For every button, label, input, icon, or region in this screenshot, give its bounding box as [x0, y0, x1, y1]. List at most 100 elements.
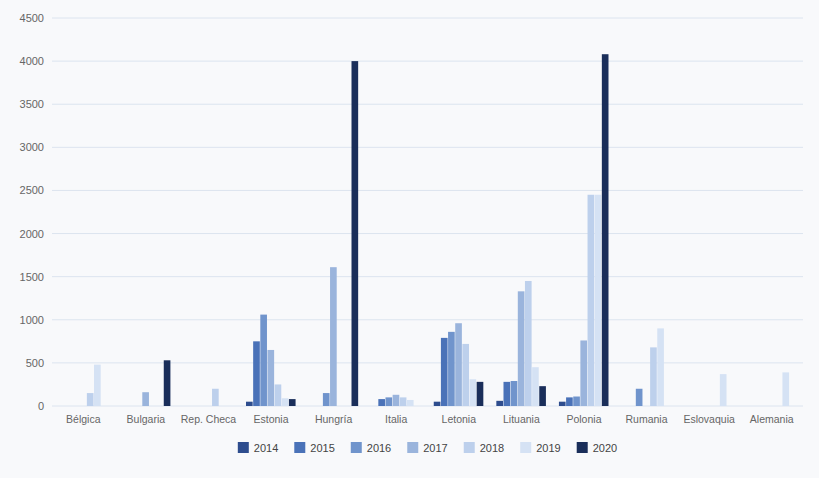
bar [775, 406, 782, 407]
bar [183, 406, 190, 407]
bar [747, 406, 754, 407]
legend-swatch [238, 442, 249, 453]
bar [720, 374, 727, 406]
grid-line [52, 190, 803, 191]
bar [602, 54, 609, 406]
bar [496, 401, 503, 406]
bar [101, 406, 108, 407]
bar [664, 406, 671, 407]
grid-line [52, 61, 803, 62]
bar [790, 406, 797, 407]
bar [157, 406, 164, 407]
bar [407, 400, 414, 406]
bar [73, 406, 80, 407]
bar [205, 406, 212, 407]
bar [142, 392, 149, 406]
bar [727, 406, 734, 407]
x-tick-label: Polonia [566, 413, 601, 425]
bar [253, 341, 260, 406]
grid-line [52, 319, 803, 320]
bar [393, 395, 400, 406]
bar [371, 406, 378, 407]
bar [691, 406, 698, 407]
x-tick-label: Bulgaria [127, 413, 166, 425]
x-tick-label: Eslovaquia [683, 413, 735, 425]
bar [518, 291, 525, 406]
bar [455, 323, 462, 406]
bar [87, 393, 94, 406]
bar [477, 382, 484, 406]
grid-line [52, 233, 803, 234]
bar [267, 350, 274, 406]
legend-swatch [520, 442, 531, 453]
bar [768, 406, 775, 407]
bar [337, 406, 344, 407]
bar [573, 397, 580, 406]
bar [135, 406, 142, 407]
bar [128, 406, 135, 407]
bar [275, 384, 282, 406]
y-tick-label: 4500 [20, 12, 44, 24]
bar [448, 332, 455, 406]
legend-swatch [294, 442, 305, 453]
bar [629, 406, 636, 407]
bar [532, 367, 539, 406]
bar [344, 406, 351, 407]
bar [580, 340, 587, 406]
bar [761, 406, 768, 407]
legend-label: 2015 [310, 442, 334, 454]
y-tick-label: 500 [26, 357, 44, 369]
legend-swatch [407, 442, 418, 453]
bar [525, 281, 532, 406]
x-tick-label: Hungría [315, 413, 353, 425]
legend-swatch [351, 442, 362, 453]
bar [164, 360, 171, 406]
legend-label: 2014 [254, 442, 278, 454]
y-tick-label: 2000 [20, 228, 44, 240]
bar [385, 397, 392, 406]
bar [80, 406, 87, 407]
bar [330, 267, 337, 406]
y-tick-label: 3000 [20, 141, 44, 153]
bar [414, 406, 421, 407]
grid-line [52, 104, 803, 105]
bar [470, 379, 477, 406]
bar [198, 406, 205, 407]
bar [559, 402, 566, 406]
chart-svg: 050010001500200025003000350040004500Bélg… [0, 0, 819, 478]
bar [316, 406, 323, 407]
bar [94, 365, 101, 406]
x-tick-label: Rep. Checa [181, 413, 237, 425]
bar [191, 406, 198, 407]
y-tick-label: 3500 [20, 98, 44, 110]
bar [684, 406, 691, 407]
y-tick-label: 1500 [20, 271, 44, 283]
bar [706, 406, 713, 407]
bar [503, 382, 510, 406]
bar [622, 406, 629, 407]
legend-label: 2016 [367, 442, 391, 454]
bar [595, 195, 602, 406]
bar [462, 344, 469, 406]
bar [149, 406, 156, 407]
x-tick-label: Estonia [254, 413, 289, 425]
x-tick-label: Rumania [626, 413, 668, 425]
bar [58, 406, 65, 407]
bars [87, 54, 789, 406]
bar [511, 381, 518, 406]
bar [539, 386, 546, 406]
y-tick-label: 2500 [20, 184, 44, 196]
bar [782, 372, 789, 406]
bar [282, 398, 289, 406]
x-tick-label: Lituania [503, 413, 540, 425]
grid-line [52, 147, 803, 148]
bar [352, 61, 359, 406]
grid [52, 18, 803, 406]
bar [289, 399, 296, 406]
bar [441, 338, 448, 406]
x-tick-label: Letonia [442, 413, 477, 425]
legend-swatch [577, 442, 588, 453]
bar [309, 406, 316, 407]
bar [246, 402, 253, 406]
bar [643, 406, 650, 407]
